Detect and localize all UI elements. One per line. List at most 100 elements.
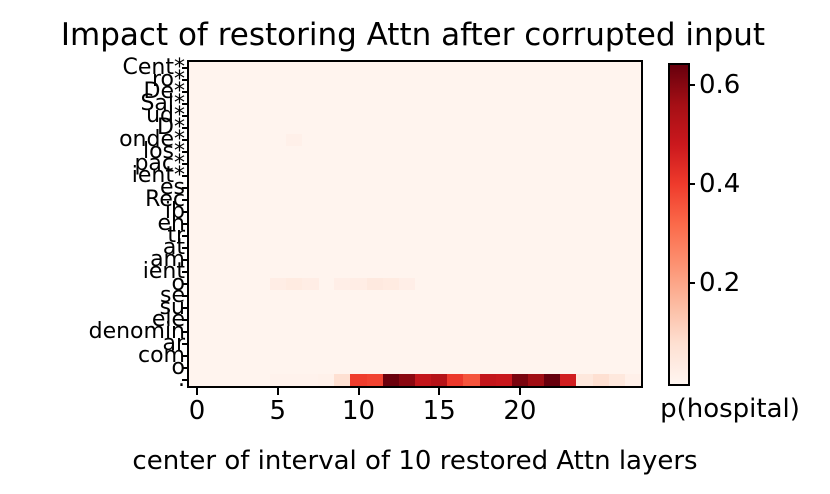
y-tick xyxy=(182,355,189,357)
y-tick-label: com xyxy=(138,343,185,368)
x-tick xyxy=(276,386,279,395)
colorbar-label: p(hospital) xyxy=(660,394,800,424)
x-tick xyxy=(196,386,199,395)
y-tick-label: Sal* xyxy=(140,91,185,116)
y-tick-label: Cent* xyxy=(122,55,185,80)
heatmap-cell xyxy=(285,134,303,146)
y-tick xyxy=(182,259,189,261)
heatmap-cell xyxy=(285,374,303,386)
heatmap-cell xyxy=(624,374,642,386)
heatmap-cell xyxy=(334,374,351,386)
heatmap-cell xyxy=(302,278,319,290)
heatmap-cell xyxy=(560,374,577,386)
y-tick xyxy=(182,271,189,273)
y-tick xyxy=(182,151,189,153)
y-tick-label: o xyxy=(171,271,185,296)
y-tick xyxy=(182,187,189,189)
y-tick xyxy=(182,199,189,201)
y-tick-label: . xyxy=(178,367,185,392)
y-tick-label: es xyxy=(160,175,185,200)
x-tick xyxy=(357,386,360,395)
heatmap-cell xyxy=(479,374,497,386)
y-tick xyxy=(182,247,189,249)
y-tick xyxy=(182,127,189,129)
y-tick xyxy=(182,163,189,165)
y-tick xyxy=(182,367,189,369)
x-tick-label: 15 xyxy=(422,396,456,426)
y-tick xyxy=(182,295,189,297)
heatmap-cell xyxy=(350,374,368,386)
y-tick xyxy=(182,223,189,225)
y-tick-label: denomin xyxy=(88,319,185,344)
heatmap-cell xyxy=(576,374,594,386)
heatmap-cell xyxy=(398,278,416,290)
heatmap-cell xyxy=(431,374,448,386)
y-tick xyxy=(182,331,189,333)
x-axis-label: center of interval of 10 restored Attn l… xyxy=(132,446,698,476)
heatmap-cell xyxy=(592,374,610,386)
y-tick-label: se xyxy=(160,283,185,308)
x-tick-label: 20 xyxy=(503,396,537,426)
y-tick-label: tr xyxy=(167,223,185,248)
colorbar-tick-label: 0.2 xyxy=(699,268,741,299)
y-tick-label: los* xyxy=(142,139,185,164)
y-tick xyxy=(182,235,189,237)
heatmap-cell xyxy=(269,374,287,386)
y-tick-label: am xyxy=(150,247,185,272)
y-tick-label: ud* xyxy=(146,103,185,128)
y-tick xyxy=(182,115,189,117)
y-tick xyxy=(182,211,189,213)
heatmap-cell xyxy=(511,374,529,386)
x-tick-label: 0 xyxy=(188,396,206,426)
heatmap-cell xyxy=(495,374,513,386)
heatmap-cell xyxy=(544,374,561,386)
x-tick xyxy=(518,386,521,395)
y-tick xyxy=(182,343,189,345)
y-tick-label: onde* xyxy=(119,127,185,152)
y-tick-label: at xyxy=(162,235,185,260)
y-tick xyxy=(182,67,189,69)
heatmap-plot-area xyxy=(189,62,642,386)
y-tick-label: en xyxy=(157,211,185,236)
heatmap-cell xyxy=(528,374,545,386)
x-tick-label: 10 xyxy=(341,396,376,426)
heatmap-cell xyxy=(463,374,481,386)
heatmap-cell xyxy=(350,278,368,290)
heatmap-cell xyxy=(318,374,335,386)
y-tick xyxy=(182,139,189,141)
y-tick xyxy=(182,379,189,381)
y-tick-label: pac* xyxy=(134,151,185,176)
y-tick xyxy=(182,283,189,285)
heatmap-cell xyxy=(285,278,303,290)
y-tick-label: ro* xyxy=(151,67,185,92)
heatmap-cell xyxy=(302,374,319,386)
colorbar-tick-label: 0.6 xyxy=(699,70,741,101)
y-tick-label: su xyxy=(159,295,185,320)
y-tick-label: o xyxy=(171,355,185,380)
heatmap-cell xyxy=(269,278,287,290)
x-tick-label: 5 xyxy=(269,396,287,426)
y-tick-label: ar xyxy=(162,331,185,356)
y-tick-label: ele xyxy=(151,307,185,332)
heatmap-cell xyxy=(382,374,400,386)
y-tick xyxy=(182,103,189,105)
y-tick-label: De* xyxy=(143,79,185,104)
chart-title: Impact of restoring Attn after corrupted… xyxy=(60,17,766,53)
y-tick xyxy=(182,307,189,309)
heatmap-cell xyxy=(398,374,416,386)
y-tick xyxy=(182,175,189,177)
y-tick-label: ib xyxy=(164,199,185,224)
heatmap-cell xyxy=(366,374,384,386)
y-tick-label: ient* xyxy=(131,163,185,188)
heatmap-cell xyxy=(382,278,400,290)
x-tick xyxy=(438,386,441,395)
colorbar-tick xyxy=(688,183,695,186)
y-tick xyxy=(182,319,189,321)
y-tick xyxy=(182,79,189,81)
heatmap-cell xyxy=(366,278,384,290)
heatmap-cell xyxy=(608,374,626,386)
colorbar-tick xyxy=(688,84,695,87)
colorbar-tick-label: 0.4 xyxy=(699,169,741,200)
heatmap-cell xyxy=(447,374,464,386)
